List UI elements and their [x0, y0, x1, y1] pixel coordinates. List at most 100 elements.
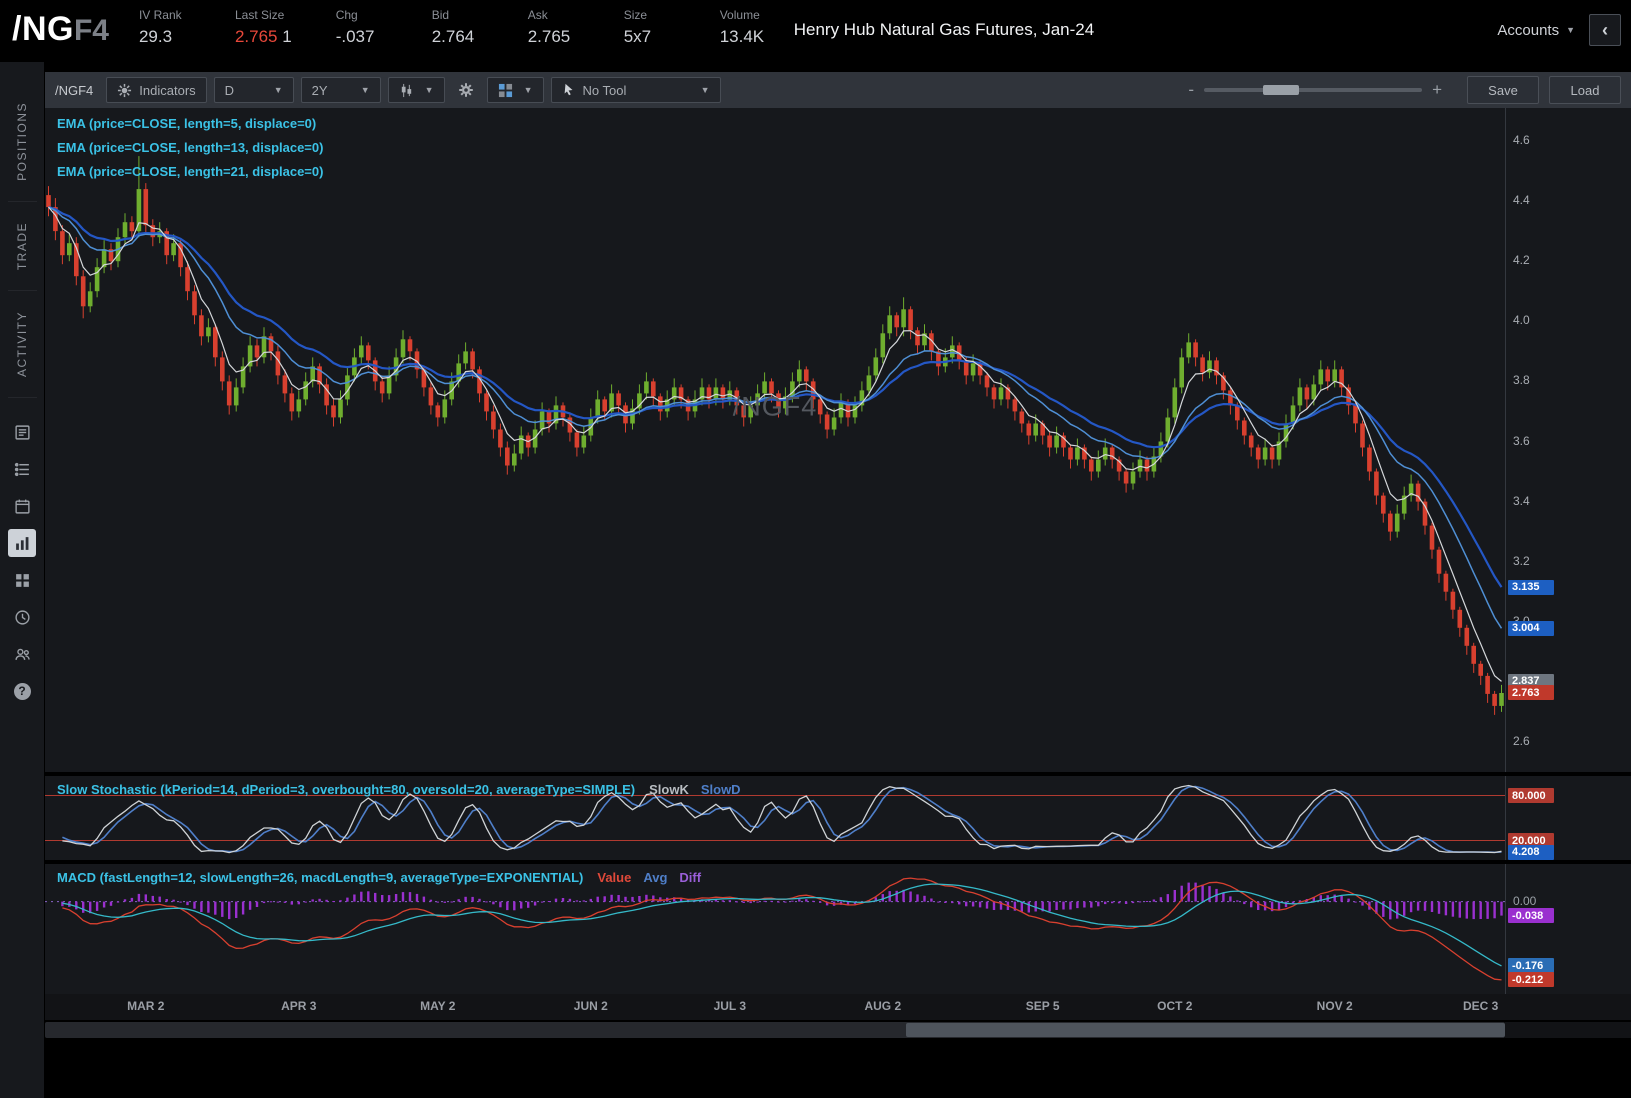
divider: [7, 290, 37, 292]
symbol-suffix: F4: [73, 14, 109, 47]
indicators-icon: [118, 83, 132, 97]
scrollbar-handle[interactable]: [906, 1023, 1505, 1037]
candlestick-icon: [401, 83, 411, 97]
ema5-value-tag: 2.837: [1508, 673, 1554, 689]
left-sidebar: POSITIONS TRADE ACTIVITY: [0, 62, 45, 1098]
iv-rank-field: IV Rank 29.3: [138, 8, 182, 46]
chart-icon[interactable]: [8, 529, 36, 558]
chevron-down-icon: ▼: [700, 85, 710, 95]
chevron-down-icon: ▼: [424, 85, 434, 95]
macd-chart[interactable]: [45, 864, 1505, 994]
apps-grid-icon[interactable]: [8, 566, 36, 594]
zoom-slider-handle[interactable]: [1262, 85, 1299, 95]
history-clock-icon[interactable]: [8, 603, 36, 631]
time-axis-label: SEP 5: [1025, 999, 1060, 1013]
chevron-down-icon: ▼: [360, 85, 370, 95]
price-tick: 2.6: [1513, 733, 1530, 748]
symbol-watermark: /NGF4: [732, 391, 818, 422]
macd-avg-legend: Avg: [643, 870, 668, 885]
time-axis-label: MAR 2: [127, 999, 165, 1013]
gear-icon: [458, 83, 473, 97]
timeframe-dropdown[interactable]: D ▼: [213, 77, 294, 103]
chart-type-dropdown[interactable]: ▼: [387, 77, 445, 103]
size-field: Size 5x7: [623, 8, 652, 46]
price-tick: 4.4: [1513, 193, 1530, 208]
time-axis-label: APR 3: [281, 999, 317, 1013]
help-icon[interactable]: ?: [8, 677, 36, 705]
bottom-filler: [45, 1038, 1631, 1098]
chart-scrollbar: [45, 1022, 1631, 1038]
macd-pane[interactable]: MACD (fastLength=12, slowLength=26, macd…: [45, 864, 1505, 994]
ask-field: Ask 2.765: [527, 8, 571, 46]
time-axis-label: NOV 2: [1316, 999, 1353, 1013]
ema21-label[interactable]: EMA (price=CLOSE, length=21, displace=0): [57, 164, 324, 179]
stochastic-axis[interactable]: 80.000 20.000 4.208: [1505, 776, 1631, 860]
symbol: /NG F4: [12, 10, 109, 49]
macd-avg-tag: -0.176: [1508, 958, 1554, 974]
slowd-legend: SlowD: [700, 782, 741, 797]
zoom-slider[interactable]: [1204, 85, 1423, 95]
price-tick: 3.2: [1513, 553, 1530, 568]
time-axis-label: OCT 2: [1157, 999, 1193, 1013]
oversold-tag: 20.000: [1508, 833, 1554, 848]
news-icon[interactable]: [8, 418, 36, 446]
chg-field: Chg -.037: [335, 8, 375, 46]
last-size-field: Last Size 2.765 1: [234, 8, 292, 46]
settings-gear-button[interactable]: [452, 77, 480, 103]
price-tick: 4.0: [1513, 313, 1530, 328]
time-axis-label: DEC 3: [1463, 999, 1499, 1013]
zoom-control: - +: [1188, 80, 1442, 100]
calendar-icon[interactable]: [8, 492, 36, 520]
time-axis-label: MAY 2: [420, 999, 456, 1013]
chart-symbol-label: /NGF4: [55, 82, 94, 98]
stochastic-study-label: Slow Stochastic (kPeriod=14, dPeriod=3, …: [57, 782, 741, 797]
volume-field: Volume 13.4K: [719, 8, 765, 46]
sidebar-tab-activity[interactable]: ACTIVITY: [15, 311, 29, 378]
watchlist-icon[interactable]: [8, 455, 36, 483]
macd-label[interactable]: MACD (fastLength=12, slowLength=26, macd…: [57, 870, 584, 885]
symbol-root: /NG: [12, 10, 74, 48]
save-button[interactable]: Save: [1467, 76, 1539, 104]
price-tick: 4.2: [1513, 253, 1530, 268]
ema21-value-tag: 3.135: [1508, 579, 1554, 595]
range-dropdown[interactable]: 2Y ▼: [300, 77, 381, 103]
overbought-tag: 80.000: [1508, 788, 1554, 803]
indicators-button[interactable]: Indicators: [106, 77, 207, 103]
stochastic-chart[interactable]: [45, 776, 1505, 860]
stochastic-label[interactable]: Slow Stochastic (kPeriod=14, dPeriod=3, …: [57, 782, 636, 797]
price-chart-pane[interactable]: EMA (price=CLOSE, length=5, displace=0) …: [45, 108, 1505, 772]
last-price-tag: 2.763: [1508, 685, 1554, 701]
chart-toolbar: /NGF4 Indicators D ▼ 2Y ▼ ▼ ▼: [45, 72, 1631, 108]
sidebar-tab-positions[interactable]: POSITIONS: [15, 102, 29, 181]
scrollbar-track[interactable]: [45, 1022, 1505, 1038]
zoom-in-button[interactable]: +: [1432, 80, 1442, 99]
stochastic-pane[interactable]: Slow Stochastic (kPeriod=14, dPeriod=3, …: [45, 776, 1505, 860]
macd-axis[interactable]: 0.00 -0.038 -0.176 -0.212: [1505, 864, 1631, 994]
drawing-tool-dropdown[interactable]: No Tool ▼: [550, 77, 721, 103]
price-tick: 3.8: [1513, 373, 1530, 388]
ema5-label[interactable]: EMA (price=CLOSE, length=5, displace=0): [57, 116, 317, 131]
sidebar-tab-trade[interactable]: TRADE: [15, 221, 29, 271]
time-axis-label: JUN 2: [573, 999, 608, 1013]
price-axis[interactable]: 4.64.44.24.03.83.63.43.23.02.82.6 3.135 …: [1505, 108, 1631, 772]
ema-study-labels: EMA (price=CLOSE, length=5, displace=0) …: [57, 116, 323, 179]
time-axis[interactable]: MAR 2 APR 3 MAY 2 JUN 2 JUL 3 AUG 2 SEP 5 OCT 2…: [45, 994, 1631, 1020]
collapse-panel-button[interactable]: ‹: [1589, 14, 1621, 46]
candlestick-chart[interactable]: [45, 108, 1505, 772]
share-users-icon[interactable]: [8, 640, 36, 668]
price-tick: 4.6: [1513, 133, 1530, 148]
grid-layout-dropdown[interactable]: ▼: [486, 77, 544, 103]
macd-value-legend: Value: [597, 870, 632, 885]
grid-layout-icon: [498, 83, 512, 97]
chevron-down-icon: ▼: [523, 85, 533, 95]
instrument-title: Henry Hub Natural Gas Futures, Jan-24: [793, 20, 1095, 39]
zoom-out-button[interactable]: -: [1188, 80, 1195, 99]
header: /NG F4 IV Rank 29.3 Last Size 2.765 1 Chg…: [0, 0, 1631, 62]
accounts-dropdown[interactable]: Accounts ▼: [1497, 21, 1575, 39]
macd-study-label: MACD (fastLength=12, slowLength=26, macd…: [57, 870, 701, 885]
chevron-down-icon: ▼: [1566, 25, 1575, 35]
load-button[interactable]: Load: [1549, 76, 1621, 104]
divider: [7, 397, 37, 399]
ema13-label[interactable]: EMA (price=CLOSE, length=13, displace=0): [57, 140, 324, 155]
slowk-legend: SlowK: [649, 782, 689, 797]
